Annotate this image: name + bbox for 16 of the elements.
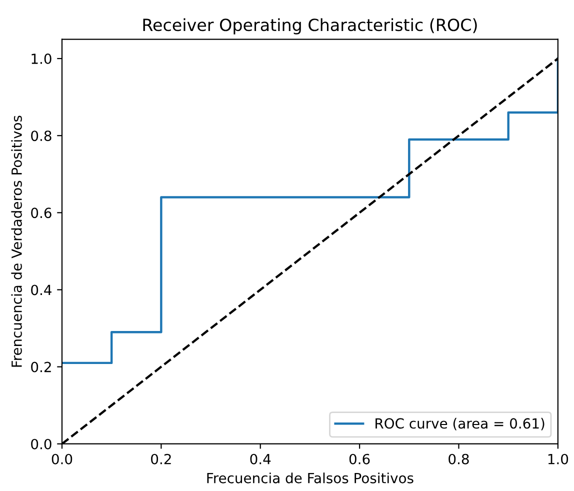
x-tick-label: 0.0 (52, 454, 72, 464)
x-tick-label: 0.2 (151, 454, 171, 464)
x-tick-label: 0.6 (349, 454, 370, 464)
x-tick-label: 0.4 (250, 454, 271, 464)
y-tick-label: 0.2 (31, 362, 51, 372)
y-tick-label: 0.8 (31, 130, 52, 142)
x-axis-title: Frecuencia de Falsos Positivos (207, 472, 414, 484)
y-tick-label: 0.6 (31, 208, 52, 218)
y-tick-label: 1.0 (32, 54, 52, 64)
y-tick-label: 0.0 (31, 438, 52, 450)
x-tick-label: 0.8 (448, 454, 469, 464)
y-tick-label: 0.4 (31, 284, 52, 296)
y-axis-title: Frencuencia de Verdaderos Positivos (11, 116, 22, 367)
legend-label: ROC curve (area = 0.61) (376, 418, 544, 430)
x-tick-label: 1.0 (548, 454, 568, 464)
chart-title: Receiver Operating Characteristic (ROC) (143, 18, 477, 34)
